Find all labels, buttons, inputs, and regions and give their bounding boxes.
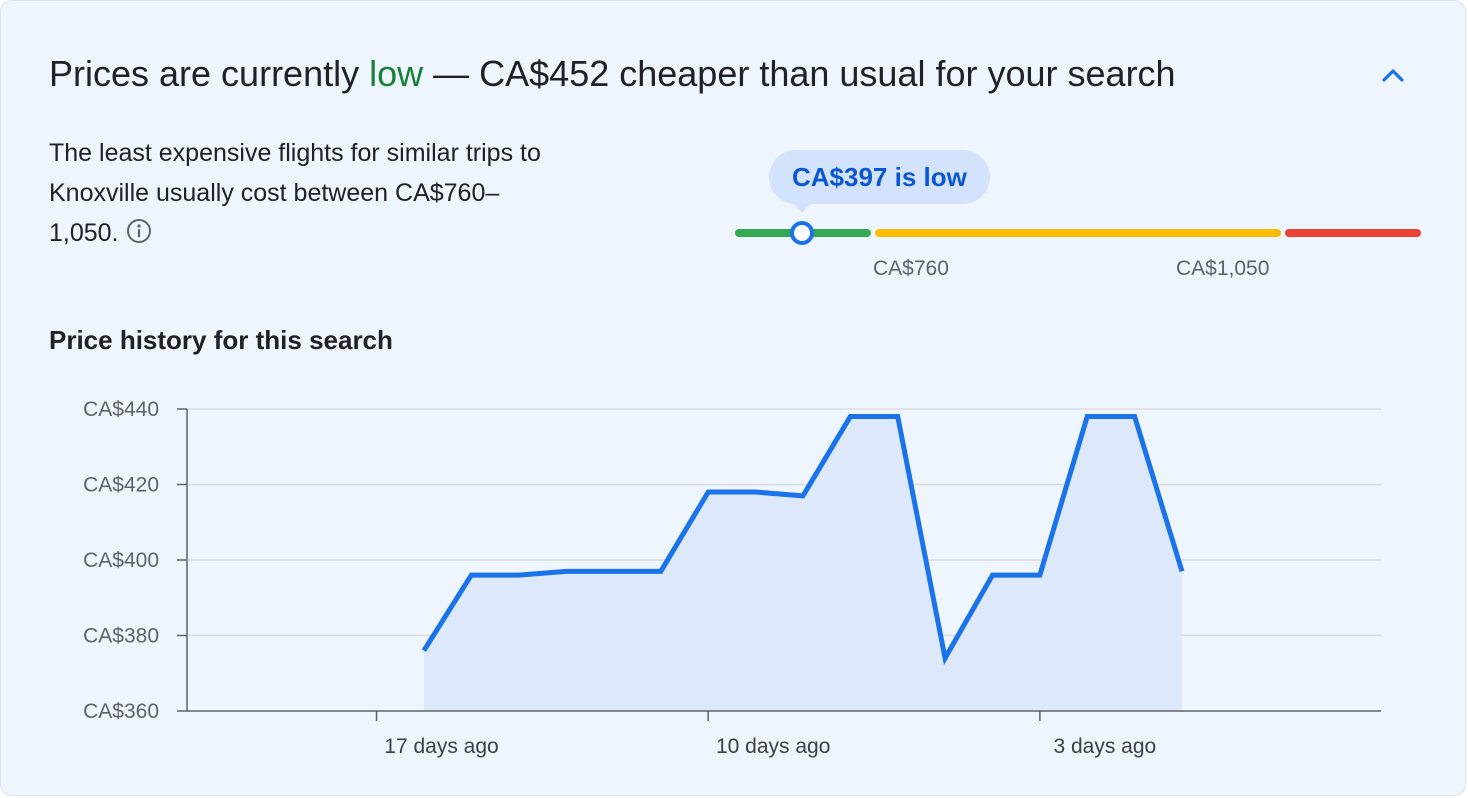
price-insights-headline: Prices are currently low — CA$452 cheape… <box>49 51 1176 97</box>
range-low-label: CA$760 <box>873 257 949 280</box>
range-bar-high <box>1285 229 1421 237</box>
chevron-up-icon <box>1382 69 1404 82</box>
range-bar-typical <box>875 229 1281 237</box>
current-price-marker <box>790 221 814 245</box>
price-status-low: low <box>369 53 424 94</box>
range-high-label: CA$1,050 <box>1176 257 1270 280</box>
typical-price-description: The least expensive flights for similar … <box>49 133 549 257</box>
y-tick-label: CA$360 <box>83 700 159 723</box>
description-text: The least expensive flights for similar … <box>49 139 541 247</box>
x-tick-label: 17 days ago <box>384 735 498 758</box>
price-history-title: Price history for this search <box>49 325 393 355</box>
current-price-tooltip: CA$397 is low <box>769 150 990 204</box>
price-history-chart: CA$440 CA$420 CA$400 CA$380 CA$360 17 days ag… <box>83 398 1381 758</box>
tooltip-pointer <box>793 203 811 213</box>
info-icon[interactable] <box>125 217 153 257</box>
y-tick-label: CA$440 <box>83 398 159 421</box>
y-tick-label: CA$420 <box>83 474 159 497</box>
y-tick-label: CA$400 <box>83 549 159 572</box>
x-tick-label: 3 days ago <box>1053 735 1156 758</box>
headline-suffix: — CA$452 cheaper than usual for your sea… <box>423 53 1176 94</box>
price-history-line <box>421 414 1185 666</box>
y-tick-label: CA$380 <box>83 625 159 648</box>
x-tick-label: 10 days ago <box>716 735 830 758</box>
headline-prefix: Prices are currently <box>49 53 370 94</box>
collapse-button[interactable] <box>1371 53 1415 97</box>
price-area-fill <box>423 416 1182 711</box>
